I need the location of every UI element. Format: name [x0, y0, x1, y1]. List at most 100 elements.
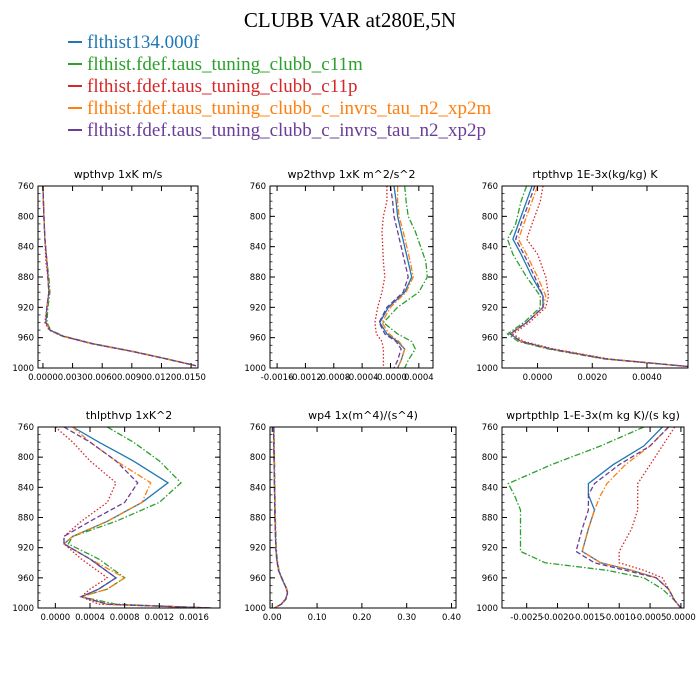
- x-tick-label: 0.0090: [117, 373, 147, 383]
- x-tick-label: -0.0012: [289, 373, 322, 383]
- series-line: [67, 427, 212, 608]
- series-line: [272, 427, 289, 608]
- chart-title: wp4 1x(m^4)/(s^4): [308, 409, 418, 422]
- y-tick-label: 880: [482, 273, 498, 283]
- y-tick-label: 1000: [476, 364, 498, 374]
- series-line: [378, 186, 409, 368]
- series-line: [379, 186, 413, 368]
- series-line: [42, 186, 197, 367]
- series-line: [62, 427, 212, 608]
- x-tick-label: 0.0000: [666, 613, 696, 623]
- series-line: [42, 186, 197, 367]
- x-tick-label: -0.0025: [510, 613, 543, 623]
- y-tick-label: 880: [482, 514, 498, 524]
- legend-label: flthist.fdef.taus_tuning_clubb_c_invrs_t…: [87, 120, 486, 141]
- legend-label: flthist.fdef.taus_tuning_clubb_c11m: [87, 54, 363, 75]
- y-tick-label: 960: [250, 334, 266, 344]
- x-tick-label: 0.0030: [58, 373, 88, 383]
- y-tick-label: 960: [250, 574, 266, 584]
- x-tick-label: -0.0005: [634, 613, 667, 623]
- legend: flthist134.000f flthist.fdef.taus_tuning…: [68, 32, 491, 142]
- chart-title: wpthvp 1xK m/s: [74, 168, 163, 181]
- x-tick-label: 0.30: [397, 613, 416, 623]
- series-line: [63, 427, 212, 608]
- y-tick-label: 800: [250, 453, 266, 463]
- x-tick-label: -0.0020: [541, 613, 574, 623]
- y-tick-label: 800: [482, 453, 498, 463]
- x-tick-label: 0.0020: [577, 373, 607, 383]
- y-tick-label: 800: [18, 453, 34, 463]
- y-tick-label: 840: [482, 243, 498, 253]
- chart-panel-6: wprtpthlp 1-E-3x(m kg K)/(s kg) 760 800 840…: [476, 409, 695, 623]
- legend-swatch: [68, 106, 82, 109]
- chart-title: wprtpthlp 1-E-3x(m kg K)/(s kg): [506, 409, 680, 422]
- x-tick-label: 0.0060: [87, 373, 117, 383]
- y-tick-label: 1000: [244, 604, 266, 614]
- y-tick-label: 840: [250, 483, 266, 493]
- y-tick-label: 760: [482, 423, 498, 433]
- series-line: [509, 186, 688, 368]
- y-tick-label: 960: [482, 334, 498, 344]
- chart-panel-3: rtpthvp 1E-3x(kg/kg) K 760 800 840 880 920 960…: [476, 168, 689, 383]
- x-tick-label: -0.0016: [261, 373, 294, 383]
- y-tick-label: 920: [18, 303, 34, 313]
- y-tick-label: 840: [18, 483, 34, 493]
- chart-title: rtpthvp 1E-3x(kg/kg) K: [532, 168, 658, 181]
- chart-title: wp2thvp 1xK m^2/s^2: [287, 168, 415, 181]
- y-tick-label: 920: [482, 303, 498, 313]
- x-tick-label: 0.0004: [75, 613, 105, 623]
- x-tick-label: 0.0016: [179, 613, 209, 623]
- series-line: [506, 186, 688, 368]
- x-tick-label: -0.0010: [603, 613, 636, 623]
- y-tick-label: 920: [482, 544, 498, 554]
- x-tick-label: 0.0012: [144, 613, 174, 623]
- plot-frame: [37, 185, 199, 369]
- x-tick-label: 0.0000: [28, 373, 58, 383]
- x-tick-label: 0.0000: [40, 613, 70, 623]
- x-tick-label: 0.40: [442, 613, 461, 623]
- series-line: [382, 186, 428, 368]
- chart-panel-5: wp4 1x(m^4)/(s^4)76080084088092096010000…: [244, 409, 461, 623]
- x-tick-label: 0.0000: [523, 373, 553, 383]
- y-tick-label: 840: [250, 243, 266, 253]
- x-tick-label: 0.0008: [110, 613, 140, 623]
- x-tick-label: 0.20: [352, 613, 371, 623]
- series-line: [581, 427, 682, 608]
- x-tick-label: 0.00: [263, 613, 282, 623]
- y-tick-label: 920: [250, 544, 266, 554]
- chart-panel-1: wpthvp 1xK m/s76080084088092096010000.00…: [12, 168, 206, 383]
- y-tick-label: 800: [482, 212, 498, 222]
- chart-panel-2: wp2thvp 1xK m^2/s^2 760 800 840 880 920 960 100…: [244, 168, 433, 383]
- legend-item: flthist.fdef.taus_tuning_clubb_c11p: [68, 76, 491, 98]
- legend-item: flthist.fdef.taus_tuning_clubb_c_invrs_t…: [68, 120, 491, 142]
- series-line: [42, 186, 197, 367]
- y-tick-label: 760: [250, 182, 266, 192]
- y-tick-label: 960: [18, 334, 34, 344]
- legend-swatch: [68, 62, 82, 65]
- y-tick-label: 960: [18, 574, 34, 584]
- legend-swatch: [68, 84, 82, 87]
- series-line: [575, 427, 682, 608]
- legend-item: flthist.fdef.taus_tuning_clubb_c_invrs_t…: [68, 98, 491, 120]
- series-line: [272, 427, 289, 608]
- legend-label: flthist.fdef.taus_tuning_clubb_c_invrs_t…: [87, 98, 492, 119]
- series-line: [511, 186, 688, 368]
- y-tick-label: 760: [18, 182, 34, 192]
- series-line: [618, 427, 682, 608]
- x-tick-label: 0.0004: [404, 373, 434, 383]
- y-tick-label: 760: [250, 423, 266, 433]
- y-tick-label: 920: [250, 303, 266, 313]
- y-tick-label: 1000: [12, 604, 34, 614]
- legend-label: flthist134.000f: [87, 32, 200, 53]
- y-tick-label: 840: [18, 243, 34, 253]
- legend-label: flthist.fdef.taus_tuning_clubb_c11p: [87, 76, 358, 97]
- legend-item: flthist134.000f: [68, 32, 491, 54]
- y-tick-label: 920: [18, 544, 34, 554]
- legend-swatch: [68, 128, 82, 131]
- chart-title: thlpthvp 1xK^2: [86, 409, 173, 422]
- y-tick-label: 880: [18, 514, 34, 524]
- y-tick-label: 880: [18, 273, 34, 283]
- chart-panel-4: thlpthvp 1xK^2 760 800 840 880 920 960 1000 0.00…: [12, 409, 221, 623]
- y-tick-label: 880: [250, 273, 266, 283]
